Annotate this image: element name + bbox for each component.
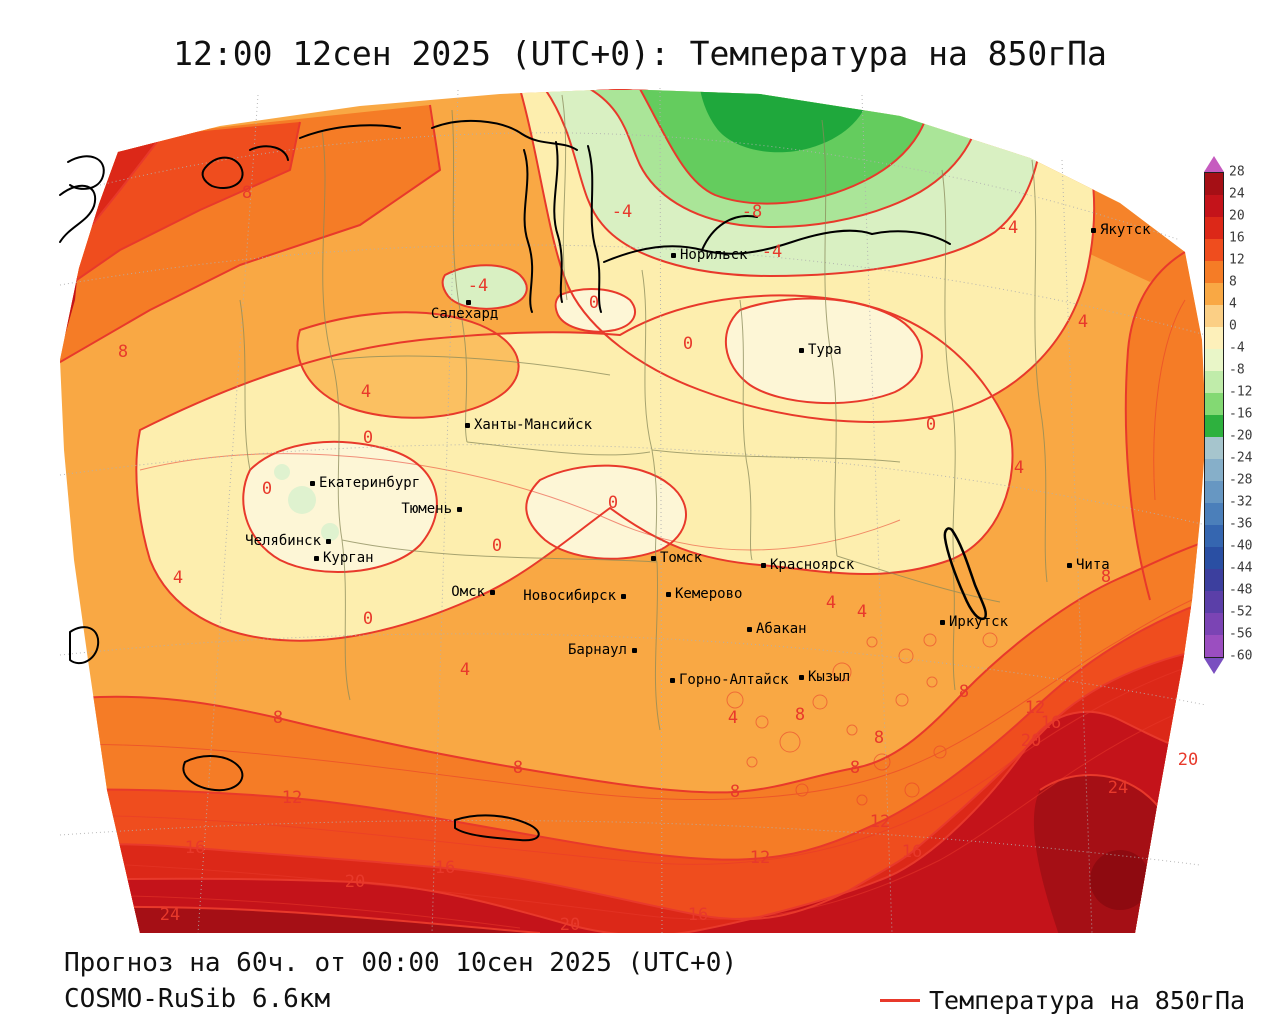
colorbar-segment bbox=[1205, 261, 1223, 283]
colorbar-tick: -16 bbox=[1229, 406, 1253, 422]
colorbar-segment bbox=[1205, 327, 1223, 349]
colorbar-tick: -44 bbox=[1229, 560, 1253, 576]
colorbar-tick: -12 bbox=[1229, 384, 1253, 400]
colorbar-tick: 28 bbox=[1229, 164, 1245, 180]
colorbar-arrow-down bbox=[1204, 658, 1224, 674]
colorbar-tick: -60 bbox=[1229, 648, 1253, 664]
map-legend: Температура на 850гПа bbox=[880, 986, 1245, 1015]
legend-label: Температура на 850гПа bbox=[929, 986, 1246, 1015]
legend-line-swatch bbox=[880, 999, 920, 1002]
colorbar-tick: 20 bbox=[1229, 208, 1245, 224]
colorbar-tick: -48 bbox=[1229, 582, 1253, 598]
colorbar-segment bbox=[1205, 415, 1223, 437]
colorbar-segment bbox=[1205, 393, 1223, 415]
colorbar-segment bbox=[1205, 569, 1223, 591]
colorbar-segment bbox=[1205, 503, 1223, 525]
colorbar-tick: 24 bbox=[1229, 186, 1245, 202]
colorbar-segment bbox=[1205, 525, 1223, 547]
colorbar-tick: 12 bbox=[1229, 252, 1245, 268]
colorbar-tick: 0 bbox=[1229, 318, 1237, 334]
colorbar-tick: -36 bbox=[1229, 516, 1253, 532]
colorbar-tick: -56 bbox=[1229, 626, 1253, 642]
colorbar-tick: 4 bbox=[1229, 296, 1237, 312]
colorbar-segment bbox=[1205, 613, 1223, 635]
colorbar-segment bbox=[1205, 349, 1223, 371]
colorbar-tick: -20 bbox=[1229, 428, 1253, 444]
colorbar-segment bbox=[1205, 283, 1223, 305]
colorbar-segment bbox=[1205, 195, 1223, 217]
colorbar-tick: 16 bbox=[1229, 230, 1245, 246]
colorbar-segment bbox=[1205, 305, 1223, 327]
colorbar-segment bbox=[1205, 635, 1223, 657]
colorbar-segment bbox=[1205, 173, 1223, 195]
colorbar-segment bbox=[1205, 591, 1223, 613]
colorbar-tick: -8 bbox=[1229, 362, 1245, 378]
colorbar-tick: -40 bbox=[1229, 538, 1253, 554]
colorbar-segment bbox=[1205, 547, 1223, 569]
colorbar-tick: -28 bbox=[1229, 472, 1253, 488]
colorbar-segment bbox=[1205, 217, 1223, 239]
colorbar-tick: -32 bbox=[1229, 494, 1253, 510]
colorbar-segments bbox=[1204, 172, 1224, 658]
forecast-info: Прогноз на 60ч. от 00:00 10сен 2025 (UTC… bbox=[64, 948, 738, 978]
colorbar-segment bbox=[1205, 371, 1223, 393]
colorbar-segment bbox=[1205, 481, 1223, 503]
colorbar-tick: -52 bbox=[1229, 604, 1253, 620]
colorbar-segment bbox=[1205, 459, 1223, 481]
colorbar-arrow-up bbox=[1204, 156, 1224, 172]
map-title: 12:00 12сен 2025 (UTC+0): Температура на… bbox=[173, 34, 1107, 73]
colorbar-segment bbox=[1205, 437, 1223, 459]
model-info: COSMO-RuSib 6.6км bbox=[64, 984, 331, 1014]
colorbar-tick: -4 bbox=[1229, 340, 1245, 356]
colorbar-tick: -24 bbox=[1229, 450, 1253, 466]
colorbar-tick: 8 bbox=[1229, 274, 1237, 290]
temperature-colorbar: 28 24 20 16 12 8 4 0 -4 -8 -12 -16 -20 -24 -28 -32 -36 -4… bbox=[1204, 156, 1252, 674]
colorbar-segment bbox=[1205, 239, 1223, 261]
